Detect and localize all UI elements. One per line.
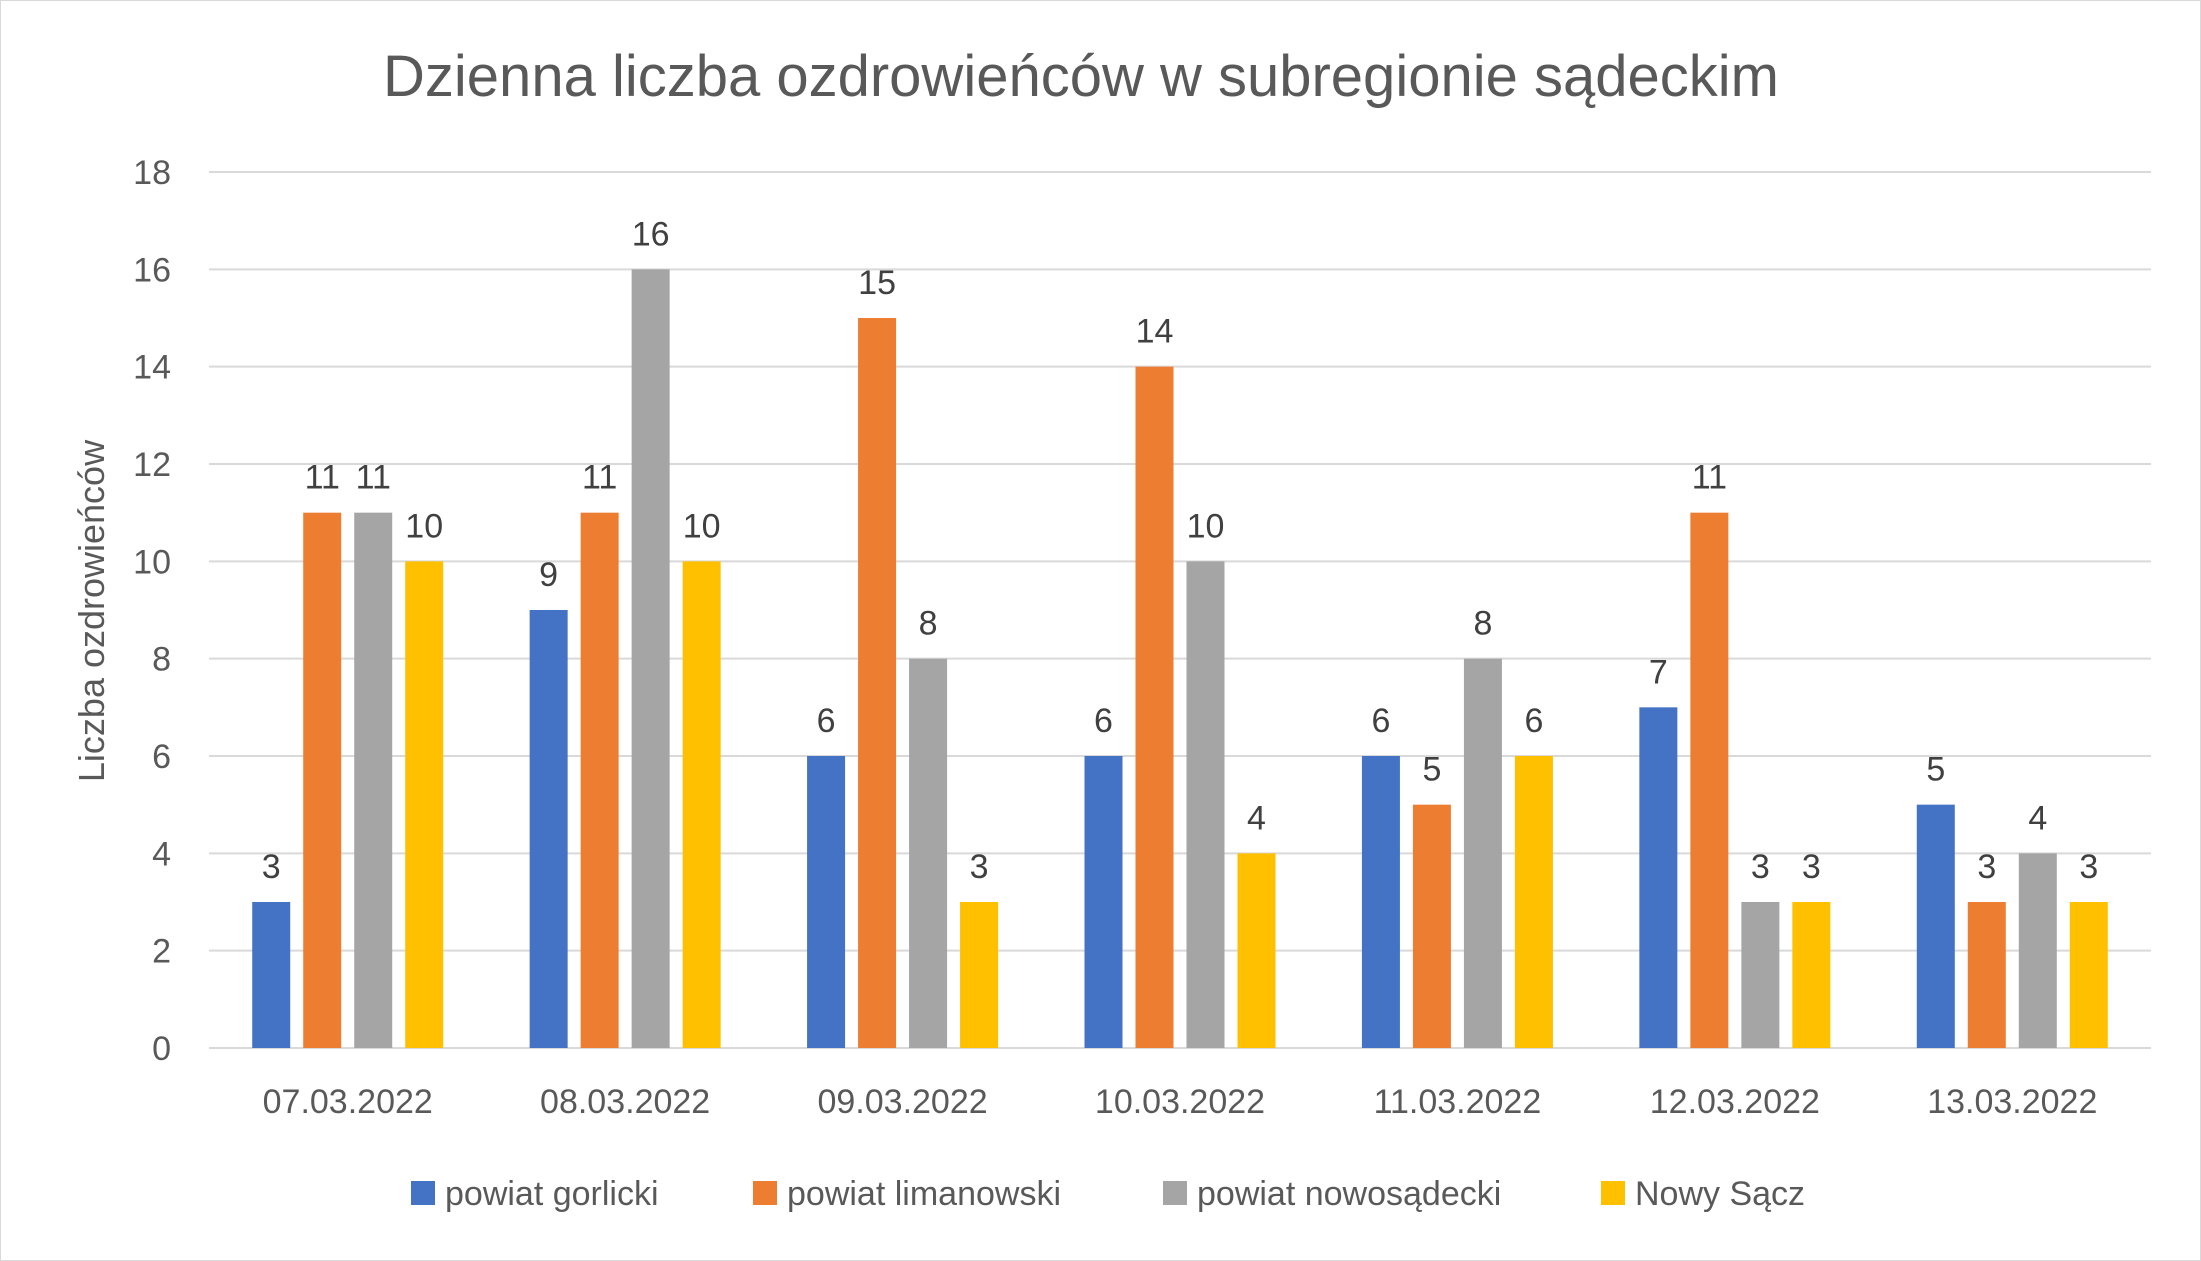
- bar-5-2: [1741, 902, 1780, 1048]
- x-tick-label: 12.03.2022: [1650, 1083, 1820, 1121]
- bar-6-2: [2018, 853, 2057, 1048]
- legend-swatch-3: [1601, 1181, 1625, 1205]
- bar-0-2: [354, 512, 393, 1048]
- legend-label-0: powiat gorlicki: [445, 1175, 659, 1213]
- y-tick-label: 16: [133, 251, 171, 289]
- y-tick-label: 6: [152, 738, 171, 776]
- y-tick-label: 10: [133, 543, 171, 581]
- y-axis-ticks: 0 2 4 6 8 10 12 14 16 18: [133, 154, 171, 1068]
- data-label: 11: [1692, 459, 1727, 497]
- data-label: 3: [1802, 848, 1821, 886]
- data-label: 3: [262, 848, 281, 886]
- x-tick-label: 08.03.2022: [540, 1083, 710, 1121]
- bar-3-1: [1135, 366, 1174, 1049]
- data-label: 10: [1187, 507, 1225, 545]
- bar-1-1: [580, 512, 619, 1048]
- x-tick-label: 10.03.2022: [1095, 1083, 1265, 1121]
- bar-3-3: [1237, 853, 1276, 1048]
- x-tick-label: 09.03.2022: [817, 1083, 987, 1121]
- data-label: 4: [1247, 799, 1266, 837]
- x-tick-label: 13.03.2022: [1927, 1083, 2097, 1121]
- y-tick-label: 8: [152, 641, 171, 679]
- bar-4-2: [1463, 658, 1502, 1048]
- y-tick-label: 4: [152, 835, 171, 873]
- data-label: 6: [1524, 702, 1543, 740]
- bar-2-0: [807, 756, 846, 1048]
- data-label: 10: [683, 507, 721, 545]
- bar-2-1: [858, 318, 897, 1048]
- data-label: 6: [817, 702, 836, 740]
- x-tick-label: 07.03.2022: [263, 1083, 433, 1121]
- legend-swatch-1: [753, 1181, 777, 1205]
- data-label: 3: [2079, 848, 2098, 886]
- gridlines: [209, 171, 2151, 1049]
- data-label: 11: [305, 459, 340, 497]
- legend-swatch-2: [1163, 1181, 1187, 1205]
- data-label: 16: [632, 215, 670, 253]
- y-tick-label: 12: [133, 446, 171, 484]
- data-label: 11: [356, 459, 391, 497]
- legend-swatch-0: [411, 1181, 435, 1205]
- x-axis-ticks: 07.03.2022 08.03.2022 09.03.2022 10.03.2022…: [263, 1083, 2098, 1121]
- legend-label-3: Nowy Sącz: [1635, 1175, 1805, 1213]
- x-tick-label: 11.03.2022: [1374, 1083, 1542, 1121]
- bar-3-0: [1084, 756, 1123, 1048]
- y-tick-label: 0: [152, 1030, 171, 1068]
- data-label: 4: [2028, 799, 2047, 837]
- bar-0-0: [252, 902, 291, 1048]
- y-tick-label: 18: [133, 154, 171, 192]
- bar-1-3: [682, 561, 721, 1048]
- bar-4-1: [1412, 804, 1451, 1048]
- bar-5-0: [1639, 707, 1678, 1048]
- bar-3-2: [1186, 561, 1225, 1048]
- bar-1-2: [631, 269, 670, 1048]
- data-label: 8: [919, 605, 938, 643]
- data-label: 5: [1422, 751, 1441, 789]
- data-label: 14: [1136, 313, 1174, 351]
- y-axis-label: Liczba ozdrowieńców: [71, 439, 112, 782]
- bar-6-3: [2069, 902, 2108, 1048]
- data-label: 11: [582, 459, 617, 497]
- bars: [252, 269, 2108, 1049]
- data-label: 8: [1473, 605, 1492, 643]
- data-label: 3: [1977, 848, 1996, 886]
- data-label: 9: [539, 556, 558, 594]
- y-tick-label: 2: [152, 933, 171, 971]
- bar-6-1: [1967, 902, 2006, 1048]
- data-label: 5: [1926, 751, 1945, 789]
- data-label: 3: [1751, 848, 1770, 886]
- bar-0-3: [405, 561, 444, 1048]
- chart-title: Dzienna liczba ozdrowieńców w subregioni…: [383, 44, 1779, 109]
- data-label: 3: [970, 848, 989, 886]
- data-label: 6: [1371, 702, 1390, 740]
- bar-5-1: [1690, 512, 1729, 1048]
- bar-0-1: [303, 512, 342, 1048]
- data-label: 15: [858, 264, 896, 302]
- bar-1-0: [529, 610, 568, 1048]
- y-tick-label: 14: [133, 349, 171, 387]
- bar-6-0: [1916, 804, 1955, 1048]
- bar-5-3: [1792, 902, 1831, 1048]
- legend: powiat gorlicki powiat limanowski powiat n…: [411, 1175, 1805, 1213]
- data-label: 7: [1649, 653, 1668, 691]
- data-label: 6: [1094, 702, 1113, 740]
- bar-2-2: [909, 658, 948, 1048]
- bar-4-0: [1361, 756, 1400, 1048]
- bar-2-3: [960, 902, 999, 1048]
- bar-4-3: [1514, 756, 1553, 1048]
- data-label: 10: [405, 507, 443, 545]
- legend-label-1: powiat limanowski: [787, 1175, 1061, 1213]
- legend-label-2: powiat nowosądecki: [1197, 1175, 1501, 1213]
